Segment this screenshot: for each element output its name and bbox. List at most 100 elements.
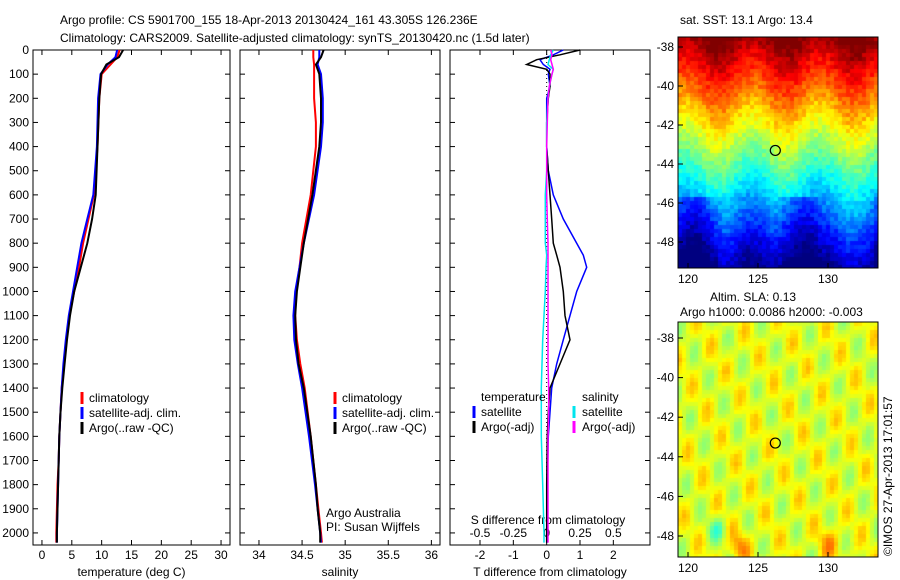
x-axis-label: temperature (deg C): [77, 565, 185, 579]
series-line-argo: [294, 49, 325, 543]
panel-temperature: 0 5 10 15 20 25 30 temperature (deg C) 0 100 200 30…: [2, 43, 231, 579]
s-tick-label: 0.5: [605, 526, 622, 540]
lon-tick-label: 130: [818, 561, 838, 575]
x-tick-label: -2: [475, 548, 486, 562]
lat-tick-label: -42: [657, 118, 675, 132]
lat-tick-label: -46: [657, 489, 675, 503]
lat-tick-label: -38: [657, 40, 675, 54]
annotation: Argo Australia: [326, 506, 401, 520]
y-tick-label: 1000: [2, 284, 29, 298]
x-tick-label: 2: [610, 548, 617, 562]
lat-tick-label: -48: [657, 235, 675, 249]
sst-map-title: sat. SST: 13.1 Argo: 13.4: [680, 13, 813, 27]
x-tick-label: 34: [252, 548, 266, 562]
x-tick-label: 15: [125, 548, 139, 562]
lat-tick-label: -40: [657, 371, 675, 385]
sst-map-frame: [677, 36, 879, 269]
sla-map-title-2: Argo h1000: 0.0086 h2000: -0.003: [680, 305, 863, 319]
legend-label: satellite: [481, 405, 522, 419]
lat-tick-label: -42: [657, 410, 675, 424]
lat-tick-label: -38: [657, 331, 675, 345]
legend-label: satellite-adj. clim.: [89, 406, 181, 420]
y-tick-label: 0: [22, 43, 29, 57]
lat-tick-label: -48: [657, 529, 675, 543]
x-tick-label: 34.5: [290, 548, 314, 562]
x-axis-label: salinity: [322, 565, 359, 579]
y-tick-label: 1300: [2, 357, 29, 371]
sst-map: [678, 37, 878, 268]
plot-frame: [239, 49, 441, 546]
x-tick-label: 5: [68, 548, 75, 562]
title-line-1: Argo profile: CS 5901700_155 18-Apr-2013…: [60, 13, 478, 27]
y-tick-label: 800: [9, 236, 29, 250]
x-tick-label: 0: [543, 548, 550, 562]
y-tick-label: 1500: [2, 405, 29, 419]
imos-stamp: ©IMOS 27-Apr-2013 17:01:57: [881, 396, 895, 556]
annotation: PI: Susan Wijffels: [326, 520, 420, 534]
legend-title-salinity: salinity: [582, 390, 619, 404]
y-tick-label: 900: [9, 260, 29, 274]
x-tick-label: 35.5: [377, 548, 401, 562]
lon-tick-label: 125: [748, 272, 768, 286]
y-tick-label: 100: [9, 67, 29, 81]
x-tick-label: 1: [577, 548, 584, 562]
y-tick-label: 1900: [2, 502, 29, 516]
x-tick-label: 0: [39, 548, 46, 562]
y-tick-label: 1700: [2, 453, 29, 467]
lon-tick-label: 130: [818, 272, 838, 286]
legend-label: climatology: [89, 391, 149, 405]
sla-map-frame: [677, 321, 879, 558]
y-tick-label: 200: [9, 91, 29, 105]
y-tick-label: 700: [9, 212, 29, 226]
s-tick-label: -0.5: [470, 526, 491, 540]
legend-label: satellite: [582, 405, 623, 419]
y-tick-label: 1200: [2, 333, 29, 347]
argo-location-marker: [769, 437, 781, 449]
y-tick-label: 2000: [2, 526, 29, 540]
series-line-satellite: [538, 49, 588, 543]
panel-difference: -2 -1 0 1 2 T difference from climatology -0.5…: [449, 49, 651, 579]
legend-label: Argo(-adj): [481, 420, 534, 434]
x-tick-label: -1: [508, 548, 519, 562]
y-tick-label: 300: [9, 115, 29, 129]
s-tick-label: 0.25: [568, 526, 592, 540]
y-tick-label: 1600: [2, 429, 29, 443]
lon-tick-label: 125: [748, 561, 768, 575]
y-tick-label: 500: [9, 164, 29, 178]
series-line-satellite: [292, 50, 324, 543]
legend-label: Argo(..raw -QC): [342, 421, 427, 435]
legend-title-temperature: temperature: [481, 390, 546, 404]
x-tick-label: 30: [214, 548, 228, 562]
lon-tick-label: 120: [678, 561, 698, 575]
lat-tick-label: -44: [657, 450, 675, 464]
series-line-sal_argo: [545, 49, 555, 543]
legend-label: Argo(-adj): [582, 420, 635, 434]
lon-tick-label: 120: [678, 272, 698, 286]
series-line-argo: [55, 49, 124, 543]
lat-tick-label: -44: [657, 157, 675, 171]
y-tick-label: 1100: [3, 309, 29, 323]
y-tick-label: 400: [9, 140, 29, 154]
argo-location-marker: [769, 144, 781, 157]
x-tick-label: 10: [95, 548, 109, 562]
legend-label: Argo(..raw -QC): [89, 421, 174, 435]
lat-tick-label: -40: [657, 79, 675, 93]
legend-label: satellite-adj. clim.: [342, 406, 434, 420]
legend-label: climatology: [342, 391, 402, 405]
y-tick-label: 1800: [2, 478, 29, 492]
title-line-2: Climatology: CARS2009. Satellite-adjuste…: [60, 31, 530, 45]
x-tick-label: 35: [338, 548, 352, 562]
y-tick-label: 600: [9, 188, 29, 202]
y-tick-label: 1400: [2, 381, 29, 395]
x-tick-label: 36: [425, 548, 439, 562]
x-tick-label: 25: [185, 548, 199, 562]
x-axis-label: T difference from climatology: [473, 565, 627, 579]
s-tick-label: -0.25: [500, 526, 528, 540]
lat-tick-label: -46: [657, 196, 675, 210]
sla-map-title-1: Altim. SLA: 0.13: [710, 290, 796, 304]
plot-frame: [449, 49, 651, 546]
panel-salinity: 34 34.5 35 35.5 36 salinity climatologysatelli…: [239, 49, 441, 579]
